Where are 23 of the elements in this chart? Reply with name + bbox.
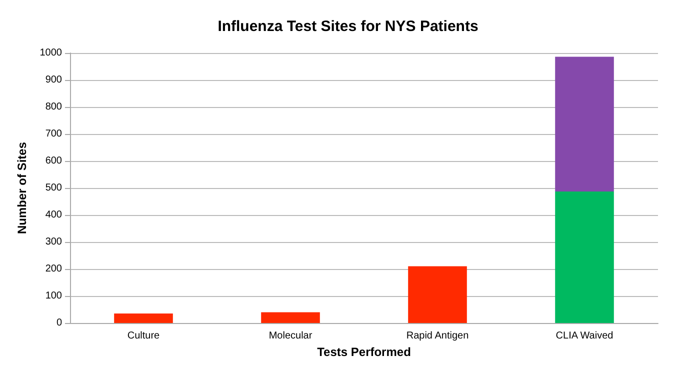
x-tick-label: Culture [127,330,160,342]
chart-title: Influenza Test Sites for NYS Patients [218,18,478,35]
y-tick-label: 900 [45,74,62,86]
y-tick-label: 800 [45,102,62,112]
bar [555,56,614,192]
y-tick-label: 200 [45,264,62,274]
y-tick-label: 0 [56,318,62,328]
y-tick-label: 600 [45,156,62,166]
x-tick-label: CLIA Waived [556,330,614,342]
x-tick-label: Molecular [268,330,313,342]
y-tick-label: 300 [45,236,62,248]
y-tick-label: 100 [45,290,62,302]
x-axis-title: Tests Performed [317,344,411,359]
y-tick-label: 400 [45,210,62,220]
y-tick-label: 1000 [40,48,62,58]
y-tick-label: 700 [45,128,62,140]
bar [261,312,320,323]
bar [555,192,614,323]
bar [408,266,467,323]
bar [114,314,173,323]
y-tick-label: 500 [45,182,62,194]
x-tick-label: Rapid Antigen [406,330,469,342]
y-axis-title: Number of Sites [15,142,29,234]
